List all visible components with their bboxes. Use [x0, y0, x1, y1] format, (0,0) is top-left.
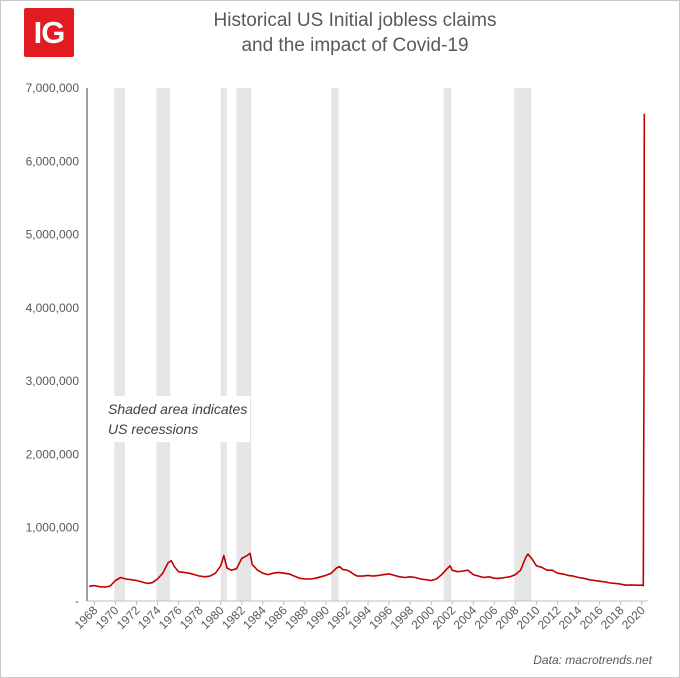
x-tick-label: 2020 [619, 603, 648, 632]
recession-band-6 [443, 88, 452, 601]
chart-title: Historical US Initial jobless claims and… [140, 8, 570, 58]
y-tick-label: 5,000,000 [26, 228, 80, 242]
series-line-jobless-claims [88, 113, 646, 588]
recession-band-7 [514, 88, 532, 601]
recession-band-4 [236, 88, 252, 601]
y-axis-ticks: - 1,000,000 2,000,000 3,000,000 4,000,000 5,0… [26, 81, 80, 608]
chart-title-line-2: and the impact of Covid-19 [241, 35, 469, 56]
y-tick-label: 2,000,000 [26, 447, 80, 461]
recession-band-2 [156, 88, 171, 601]
x-axis-ticks: 1968197019721974197619781980198219841986… [72, 601, 648, 632]
ig-logo-text: IG [33, 15, 66, 50]
annotation-line-2: US recessions [108, 421, 198, 437]
y-tick-label: 4,000,000 [26, 301, 80, 315]
y-tick-label: 1,000,000 [26, 521, 80, 535]
source-note: Data: macrotrends.net [533, 653, 652, 667]
recession-band-5 [331, 88, 339, 601]
y-tick-label: 3,000,000 [26, 374, 80, 388]
chart-title-line-1: Historical US Initial jobless claims [213, 10, 497, 31]
axes [86, 88, 648, 602]
recession-band-1 [114, 88, 125, 601]
y-tick-label: - [75, 594, 79, 608]
ig-logo: IG [24, 8, 74, 57]
y-tick-label: 7,000,000 [26, 81, 80, 95]
y-tick-label: 6,000,000 [26, 154, 80, 168]
recession-band-3 [220, 88, 227, 601]
recession-shading [114, 88, 532, 601]
annotation-background [100, 396, 250, 442]
annotation-line-1: Shaded area indicates [108, 401, 247, 417]
